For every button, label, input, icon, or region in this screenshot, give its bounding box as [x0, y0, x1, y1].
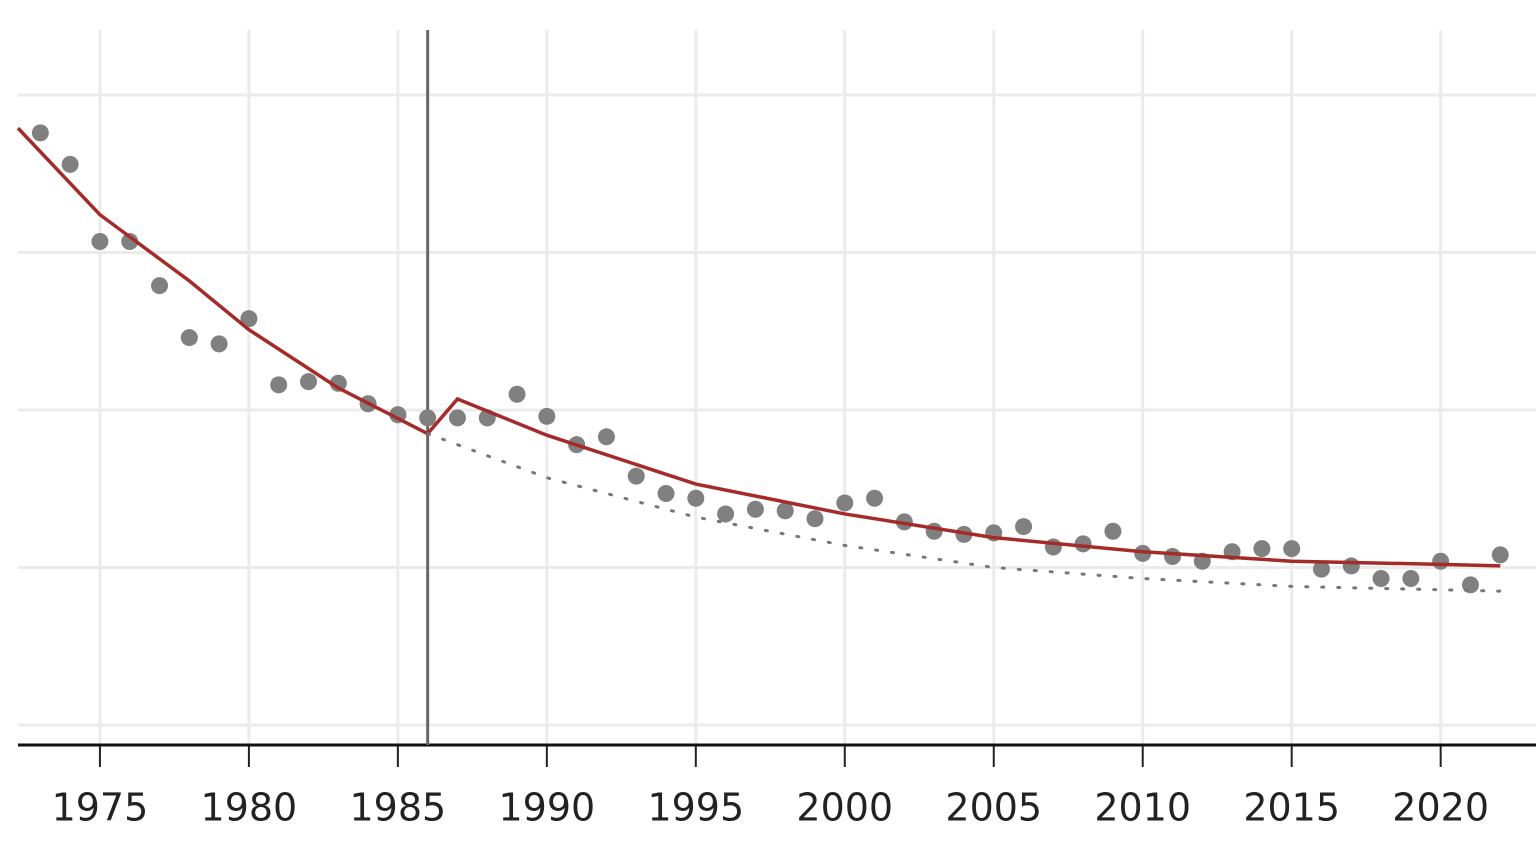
- data-point: [299, 373, 317, 391]
- data-point: [1491, 546, 1509, 564]
- x-tick-label: 1990: [498, 786, 595, 830]
- data-point: [448, 409, 466, 427]
- data-point: [210, 335, 228, 353]
- x-tick-label: 1985: [350, 786, 447, 830]
- data-point: [1372, 570, 1390, 588]
- x-tick-label: 1975: [52, 786, 149, 830]
- fitted-line: [16, 126, 1501, 568]
- data-point: [806, 510, 824, 528]
- x-tick-label: 1980: [201, 786, 298, 830]
- data-point: [538, 407, 556, 425]
- data-point: [717, 505, 735, 523]
- data-point: [31, 124, 49, 142]
- data-point: [746, 500, 764, 518]
- data-point: [627, 467, 645, 485]
- data-point: [508, 385, 526, 403]
- data-point: [776, 502, 794, 520]
- data-point: [1312, 560, 1330, 578]
- data-point: [1283, 540, 1301, 558]
- data-point: [61, 155, 79, 173]
- data-point: [866, 489, 884, 507]
- data-point: [1402, 570, 1420, 588]
- data-point: [1015, 518, 1033, 536]
- data-point: [1342, 557, 1360, 575]
- data-point: [240, 310, 258, 328]
- data-point: [597, 428, 615, 446]
- x-tick-label: 2005: [945, 786, 1042, 830]
- x-tick-label: 1995: [647, 786, 744, 830]
- data-point: [151, 277, 169, 295]
- data-point: [1104, 522, 1122, 540]
- data-point: [1164, 547, 1182, 565]
- x-tick-label: 2020: [1392, 786, 1489, 830]
- data-point: [836, 494, 854, 512]
- data-point: [657, 484, 675, 502]
- data-point: [1432, 552, 1450, 570]
- data-point: [419, 409, 437, 427]
- data-point: [270, 376, 288, 394]
- data-point: [925, 522, 943, 540]
- x-tick-label: 2015: [1243, 786, 1340, 830]
- data-point: [121, 233, 139, 251]
- data-point: [1253, 540, 1271, 558]
- data-point: [687, 489, 705, 507]
- x-tick-label: 2010: [1094, 786, 1191, 830]
- x-tick-label: 2000: [796, 786, 893, 830]
- data-point: [329, 374, 347, 392]
- data-point: [91, 233, 109, 251]
- data-point: [180, 329, 198, 347]
